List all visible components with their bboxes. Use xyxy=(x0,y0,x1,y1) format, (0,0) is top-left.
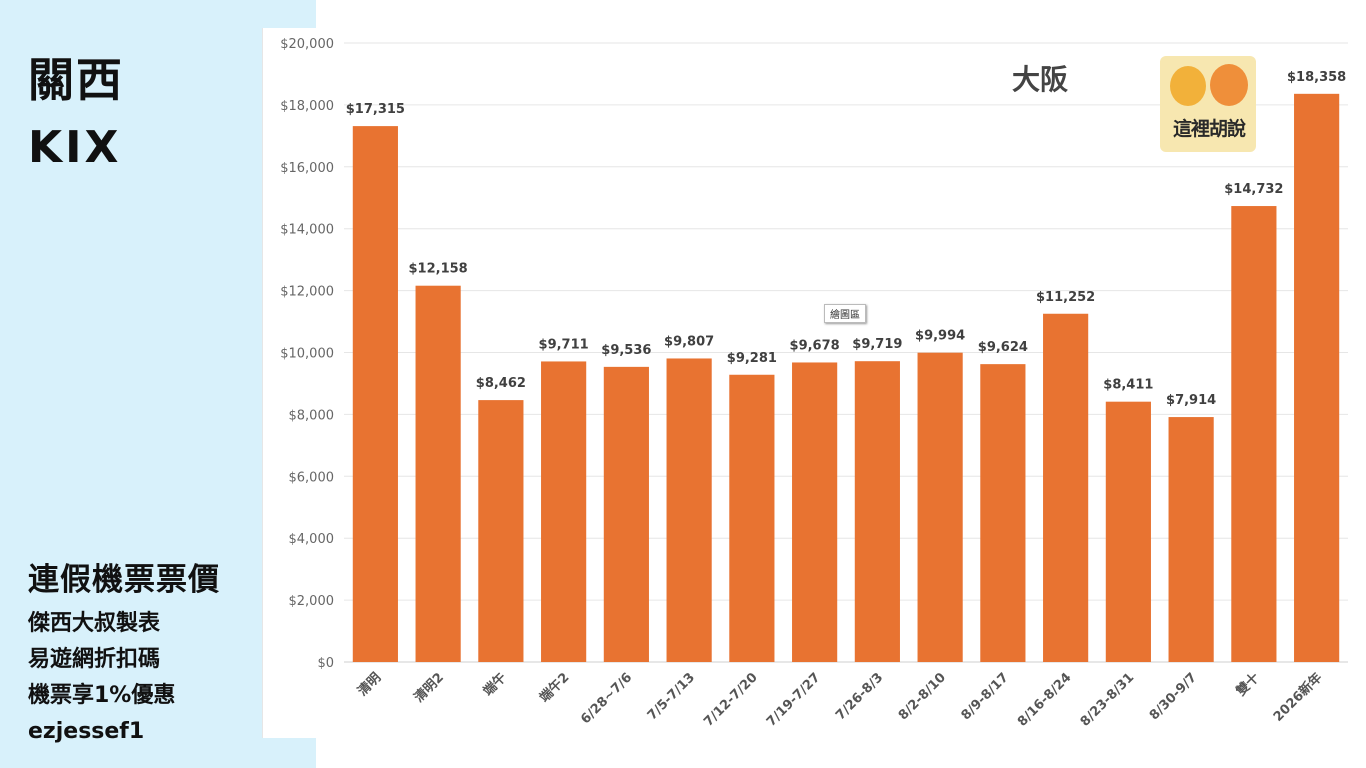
y-tick-label: $8,000 xyxy=(289,408,335,423)
bar xyxy=(1168,417,1214,662)
plot-area-tooltip: 繪圖區 xyxy=(824,304,866,323)
y-tick-label: $16,000 xyxy=(280,161,334,176)
data-label: $9,994 xyxy=(915,329,965,344)
data-label: $18,358 xyxy=(1287,70,1346,85)
face-icon xyxy=(1210,64,1248,106)
x-tick-label: 7/26-8/3 xyxy=(833,670,886,723)
panel-subtitle: 連假機票票價 xyxy=(28,562,220,598)
y-tick-label: $14,000 xyxy=(280,223,334,238)
x-tick-label: 雙十 xyxy=(1233,670,1263,700)
bar xyxy=(854,361,900,662)
x-axis-ticks: 清明 清明2 端午 端午2 6/28~7/6 7/5-7/13 7/12-7/20 7/19-… xyxy=(354,670,1325,730)
y-tick-label: $0 xyxy=(317,656,334,671)
data-label: $8,411 xyxy=(1103,378,1153,393)
face-icon xyxy=(1170,66,1206,106)
data-label: $7,914 xyxy=(1166,393,1216,408)
data-label: $14,732 xyxy=(1224,182,1283,197)
bars xyxy=(352,93,1340,663)
bar xyxy=(980,364,1026,662)
bar xyxy=(792,362,838,662)
airport-code: KIX xyxy=(28,122,122,173)
data-label: $9,719 xyxy=(852,337,902,352)
bar xyxy=(729,374,775,662)
x-tick-label: 2026新年 xyxy=(1270,670,1325,725)
chart-title: 大阪 xyxy=(1012,63,1068,96)
watermark-text: 這裡胡說 xyxy=(1172,118,1246,140)
y-tick-label: $20,000 xyxy=(280,37,334,52)
bar xyxy=(1231,206,1277,662)
bar xyxy=(1105,401,1151,662)
info-line-discount: 機票享1%優惠 xyxy=(28,683,176,708)
info-line-author: 傑西大叔製表 xyxy=(28,611,161,636)
y-tick-label: $4,000 xyxy=(289,532,335,547)
data-label: $17,315 xyxy=(346,102,405,117)
region-title: 關西 xyxy=(28,53,124,107)
x-tick-label: 8/16-8/24 xyxy=(1015,670,1075,730)
x-tick-label: 6/28~7/6 xyxy=(578,670,635,727)
x-tick-label: 7/5-7/13 xyxy=(645,670,698,723)
data-label: $8,462 xyxy=(476,376,526,391)
watermark-logo: 這裡胡說 xyxy=(1160,56,1256,152)
bar xyxy=(1043,313,1089,662)
info-line-promo: 易遊網折扣碼 xyxy=(28,647,161,672)
x-tick-label: 8/9-8/17 xyxy=(959,670,1012,723)
x-tick-label: 7/12-7/20 xyxy=(701,670,761,730)
bar xyxy=(666,358,712,662)
data-label: $9,281 xyxy=(727,351,777,366)
data-label: $12,158 xyxy=(409,262,468,277)
x-tick-label: 清明2 xyxy=(411,670,447,706)
x-tick-label: 8/30-9/7 xyxy=(1147,670,1200,723)
bar xyxy=(415,285,461,662)
bar xyxy=(541,361,587,662)
data-label: $9,536 xyxy=(601,343,651,358)
x-tick-label: 清明 xyxy=(354,670,384,700)
y-tick-label: $12,000 xyxy=(280,285,334,300)
data-label: $9,678 xyxy=(790,338,840,353)
data-label: $9,807 xyxy=(664,334,714,349)
y-axis-ticks: $0 $2,000 $4,000 $6,000 $8,000 $10,000 $12,000… xyxy=(280,37,334,671)
y-tick-label: $2,000 xyxy=(289,594,335,609)
y-tick-label: $6,000 xyxy=(289,470,335,485)
x-tick-label: 端午 xyxy=(480,670,510,700)
bar xyxy=(1294,93,1340,663)
bar xyxy=(917,352,963,662)
y-tick-label: $10,000 xyxy=(280,347,334,362)
bar xyxy=(603,366,649,662)
x-tick-label: 8/23-8/31 xyxy=(1078,670,1138,730)
data-label: $11,252 xyxy=(1036,290,1095,305)
info-lines: 傑西大叔製表 易遊網折扣碼 機票享1%優惠 ezjessef1 xyxy=(28,606,175,750)
y-tick-label: $18,000 xyxy=(280,99,334,114)
data-label: $9,624 xyxy=(978,340,1028,355)
bar xyxy=(352,126,398,662)
info-line-code: ezjessef1 xyxy=(28,719,145,744)
data-label: $9,711 xyxy=(539,337,589,352)
x-tick-label: 8/2-8/10 xyxy=(896,670,949,723)
bar xyxy=(478,400,524,662)
x-tick-label: 端午2 xyxy=(536,670,572,706)
data-labels: $17,315 $12,158 $8,462 $9,711 $9,536 $9,807 $9… xyxy=(346,70,1346,408)
x-tick-label: 7/19-7/27 xyxy=(764,670,824,730)
